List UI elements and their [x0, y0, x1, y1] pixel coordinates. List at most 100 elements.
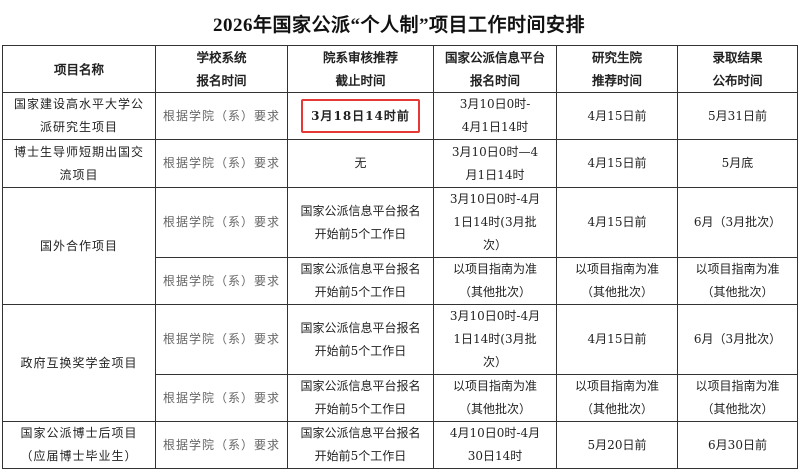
header-text: 国家公派信息平台 — [444, 50, 545, 65]
cell-text: （其他批次） — [580, 402, 653, 416]
grad-cell: 以项目指南为准 （其他批次） — [556, 257, 678, 305]
header-text: 推荐时间 — [591, 73, 642, 88]
dept-cell: 国家公派信息平台报名 开始前5个工作日 — [287, 421, 434, 469]
school-cell: 根据学院（系）要求 — [155, 374, 288, 422]
cell-text: 派研究生项目 — [39, 120, 118, 134]
cell-text: 开始前5个工作日 — [314, 226, 407, 241]
platform-cell: 4月10日0时-4月 30日14时 — [433, 421, 557, 469]
school-cell: 根据学院（系）要求 — [155, 92, 288, 140]
cell-text: 国家公派信息平台报名 — [300, 426, 421, 440]
header-text: 项目名称 — [53, 61, 104, 77]
cell-text: 以项目指南为准 — [695, 379, 780, 393]
school-cell: 根据学院（系）要求 — [155, 421, 288, 469]
cell-text: 国家公派信息平台报名 — [300, 320, 421, 335]
school-cell: 根据学院（系）要求 — [155, 187, 288, 258]
cell-text: （其他批次） — [458, 402, 531, 416]
platform-cell: 3月10日0时- 4月1日14时 — [433, 92, 557, 140]
cell-text: 以项目指南为准 — [574, 262, 659, 276]
cell-text: 博士生导师短期出国交 — [13, 144, 144, 159]
cell-text: 4月10日0时-4月 — [449, 426, 541, 440]
header-text: 报名时间 — [196, 73, 247, 88]
result-cell: 6月（3月批次） — [677, 304, 798, 375]
cell-text: 以项目指南为准 — [574, 379, 659, 393]
cell-text: 开始前5个工作日 — [314, 285, 407, 299]
result-cell: 6月（3月批次） — [677, 187, 798, 258]
cell-text: （应届博士毕业生） — [20, 449, 138, 463]
project-name-cell: 政府互换奖学金项目 — [2, 304, 156, 422]
table-row: 国外合作项目 根据学院（系）要求 国家公派信息平台报名 开始前5个工作日 3月10… — [2, 187, 798, 305]
table-row: 根据学院（系）要求 国家公派信息平台报名 开始前5个工作日 以项目指南为准 （其他批… — [3, 374, 798, 422]
cell-text: 国家建设高水平大学公 — [13, 97, 144, 111]
cell-text: 国家公派信息平台报名 — [300, 203, 421, 218]
dept-cell: 国家公派信息平台报名 开始前5个工作日 — [287, 374, 434, 422]
platform-cell: 以项目指南为准 （其他批次） — [433, 374, 557, 422]
dept-cell: 国家公派信息平台报名 开始前5个工作日 — [287, 257, 434, 305]
cell-text: 开始前5个工作日 — [314, 402, 407, 416]
header-text: 院系审核推荐 — [322, 50, 398, 65]
table-row: 国家公派博士后项目 （应届博士毕业生） 根据学院（系）要求 国家公派信息平台报名开… — [2, 421, 798, 469]
cell-text: 以项目指南为准 — [452, 379, 537, 393]
cell-text: 3月10日0时-4月 — [449, 192, 541, 206]
cell-text: 国家公派信息平台报名 — [300, 262, 421, 276]
dept-cell: 3月18日14时前 — [287, 92, 434, 140]
grad-cell: 4月15日前 — [556, 92, 678, 140]
project-name-cell: 国外合作项目 — [2, 187, 156, 305]
header-row: 项目名称 学校系统 报名时间 院系审核推荐 截止时间 国家公派信息平台 报名时间 研究… — [2, 45, 798, 93]
header-grad-recommendation: 研究生院 推荐时间 — [556, 45, 678, 93]
dept-cell: 无 — [287, 139, 434, 188]
dept-cell: 国家公派信息平台报名 开始前5个工作日 — [287, 187, 434, 258]
cell-text: 国家公派博士后项目 — [20, 426, 138, 440]
header-text: 学校系统 — [196, 50, 247, 65]
grad-cell: 4月15日前 — [556, 139, 678, 188]
result-cell: 以项目指南为准 （其他批次） — [677, 374, 798, 422]
platform-cell: 3月10日0时-4月 1日14时(3月批 次） — [433, 187, 557, 258]
cell-text: 国外合作项目 — [39, 238, 118, 253]
grad-cell: 5月20日前 — [556, 421, 678, 469]
project-name-cell: 国家建设高水平大学公 派研究生项目 — [2, 92, 156, 140]
cell-text: （其他批次） — [458, 285, 531, 299]
cell-text: 国家公派信息平台报名 — [300, 379, 421, 393]
cell-text: 以项目指南为准 — [452, 262, 537, 276]
cell-text: 次） — [482, 355, 507, 369]
header-project-name: 项目名称 — [2, 45, 156, 93]
result-cell: 5月31日前 — [677, 92, 798, 140]
cell-text: （其他批次） — [580, 285, 653, 299]
cell-text: （其他批次） — [701, 402, 774, 416]
result-cell: 以项目指南为准 （其他批次） — [677, 257, 798, 305]
platform-cell: 以项目指南为准 （其他批次） — [433, 257, 557, 305]
header-text: 公布时间 — [712, 73, 763, 88]
cell-text: 开始前5个工作日 — [314, 343, 407, 358]
cell-text: 30日14时 — [467, 449, 523, 463]
grad-cell: 以项目指南为准 （其他批次） — [556, 374, 678, 422]
cell-text: 3月10日0时-4月 — [449, 309, 541, 323]
header-dept-deadline: 院系审核推荐 截止时间 — [287, 45, 434, 93]
project-name-cell: 博士生导师短期出国交 流项目 — [2, 139, 156, 188]
grad-cell: 4月15日前 — [556, 187, 678, 258]
table-row: 根据学院（系）要求 国家公派信息平台报名 开始前5个工作日 以项目指南为准 （其他批… — [3, 257, 798, 305]
school-cell: 根据学院（系）要求 — [155, 304, 288, 375]
cell-text: 次） — [482, 238, 507, 252]
school-cell: 根据学院（系）要求 — [155, 257, 288, 305]
cell-text: 1日14时(3月批 — [453, 332, 537, 346]
header-school-registration: 学校系统 报名时间 — [155, 45, 288, 93]
result-cell: 5月底 — [677, 139, 798, 188]
table-row: 政府互换奖学金项目 根据学院（系）要求 国家公派信息平台报名 开始前5个工作日 3… — [2, 304, 798, 422]
dept-cell: 国家公派信息平台报名 开始前5个工作日 — [287, 304, 434, 375]
highlighted-deadline: 3月18日14时前 — [301, 99, 420, 133]
platform-cell: 3月10日0时—4 月1日14时 — [433, 139, 557, 188]
school-cell: 根据学院（系）要求 — [155, 139, 288, 188]
grad-cell: 4月15日前 — [556, 304, 678, 375]
cell-text: 开始前5个工作日 — [314, 449, 407, 463]
platform-cell: 3月10日0时-4月 1日14时(3月批 次） — [433, 304, 557, 375]
result-cell: 6月30日前 — [677, 421, 798, 469]
cell-text: （其他批次） — [701, 285, 774, 299]
header-text: 研究生院 — [591, 50, 642, 65]
cell-text: 3月10日0时- — [459, 97, 531, 111]
header-text: 截止时间 — [335, 73, 386, 88]
header-text: 报名时间 — [469, 73, 520, 88]
cell-text: 流项目 — [59, 167, 99, 182]
cell-text: 政府互换奖学金项目 — [20, 355, 138, 370]
header-platform-registration: 国家公派信息平台 报名时间 — [433, 45, 557, 93]
cell-text: 月1日14时 — [465, 167, 525, 182]
cell-text: 1日14时(3月批 — [453, 215, 537, 229]
